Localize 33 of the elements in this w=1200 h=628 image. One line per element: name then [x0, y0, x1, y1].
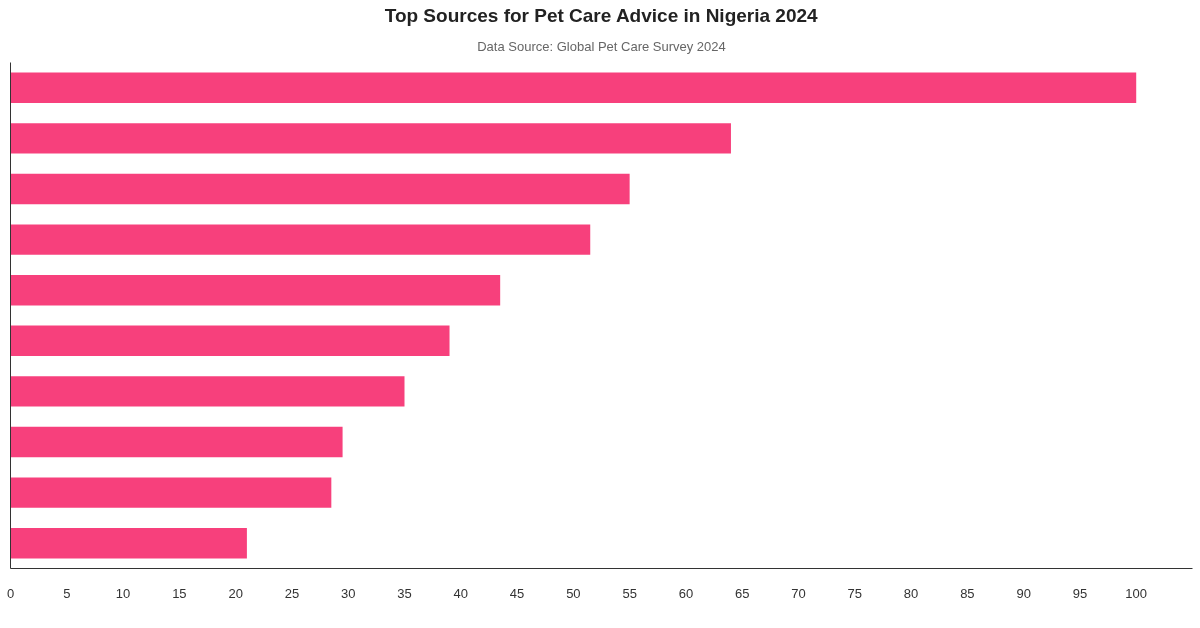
x-tick-label: 40 [453, 585, 469, 601]
bar [10, 376, 405, 407]
bar [10, 72, 1137, 103]
x-tick-label: 25 [284, 585, 300, 601]
bar [10, 275, 501, 306]
x-tick-label: 90 [1016, 585, 1031, 601]
x-tick-label: 5 [63, 585, 71, 601]
x-tick-label: 20 [228, 585, 243, 601]
x-tick-label: 75 [847, 585, 863, 601]
chart-subtitle: Data Source: Global Pet Care Survey 2024 [477, 38, 726, 54]
bar [10, 224, 591, 255]
x-tick-label: 45 [509, 585, 525, 601]
bar [10, 528, 247, 559]
x-tick-label: 60 [678, 585, 694, 601]
x-tick-label: 55 [622, 585, 637, 601]
x-tick-label: 10 [115, 585, 131, 601]
bar [10, 477, 332, 508]
bar [10, 173, 630, 205]
x-tick-label: 70 [791, 585, 806, 601]
bar [10, 123, 731, 154]
x-tick-label: 85 [960, 585, 975, 601]
chart-title: Top Sources for Pet Care Advice in Nigeria 2024 [384, 4, 819, 26]
x-tick-label: 100 [1125, 585, 1148, 601]
x-tick-label: 80 [903, 585, 919, 601]
x-tick-label: 30 [340, 585, 356, 601]
bar [10, 426, 343, 458]
x-tick-label: 35 [397, 585, 412, 601]
x-tick-label: 15 [172, 585, 187, 601]
x-tick-label: 0 [6, 585, 15, 601]
x-tick-label: 95 [1072, 585, 1088, 601]
x-tick-label: 50 [566, 585, 581, 601]
x-tick-label: 65 [734, 585, 750, 601]
bar [10, 325, 450, 356]
